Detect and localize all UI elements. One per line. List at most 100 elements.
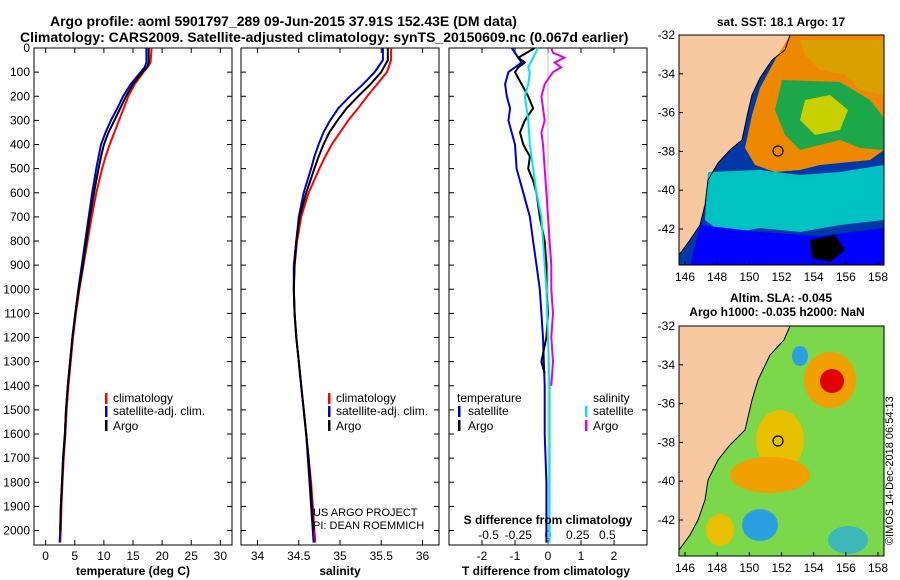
legend-s-argo: Argo (593, 419, 619, 433)
map-x-tick-label: 152 (771, 270, 791, 284)
sla-map-title-1: Altim. SLA: -0.045 (730, 291, 832, 305)
legend-satellite: satellite-adj. clim. (336, 404, 428, 418)
temperature-legend: climatology satellite-adj. clim. Argo (105, 391, 205, 433)
x-tick-label: 20 (155, 549, 169, 563)
cyan-sst-region (705, 165, 884, 235)
series-line-s-satellite (523, 47, 551, 543)
argo-location-marker (772, 145, 784, 157)
depth-tick-label: 1400 (3, 379, 30, 393)
s-diff-tick-label: -0.25 (505, 528, 533, 542)
legend-swatch-climatology (328, 393, 331, 404)
sst-map-title: sat. SST: 18.1 Argo: 17 (717, 15, 846, 29)
x-tick-label: 30 (214, 549, 228, 563)
series-line-s-argo (540, 47, 567, 386)
salinity-plot-frame (240, 47, 440, 546)
depth-tick-label: 900 (10, 258, 30, 272)
legend-swatch-satellite (105, 406, 108, 417)
legend-swatch-argo (328, 420, 331, 431)
legend-salinity-heading: salinity (593, 391, 630, 405)
map-x-tick-label: 152 (771, 561, 791, 575)
map-y-tick-label: -34 (658, 358, 676, 372)
s-diff-tick-label: -0.5 (478, 528, 499, 542)
x-tick-label: -1 (510, 549, 521, 563)
legend-swatch-climatology (105, 393, 108, 404)
depth-tick-label: 1100 (4, 306, 30, 320)
x-tick-label: 5 (71, 549, 78, 563)
x-tick-label: 35.5 (370, 549, 394, 563)
sst-map-ticks: 146 148 150 152 154 156 158 -32 -34 -36 -38 -40 -42 (658, 28, 889, 284)
legend-temperature-heading: temperature (457, 391, 522, 405)
credit-line-2: PI: DEAN ROEMMICH (313, 520, 424, 532)
series-line-argo (292, 48, 389, 531)
legend-swatch-t-satellite (458, 406, 461, 417)
sla-map-ticks: 146 148 150 152 154 156 158 -32 -34 -36 -38 -40 -42 (658, 319, 889, 575)
legend-t-satellite: satellite (468, 404, 509, 418)
map-x-tick-label: 156 (836, 561, 856, 575)
legend-t-argo: Argo (468, 419, 494, 433)
x-tick-label: 35 (333, 549, 347, 563)
title-line-1: Argo profile: aoml 5901797_289 09-Jun-20… (50, 13, 517, 29)
sla-map: 146 148 150 152 154 156 158 -32 -34 -36 -38 -40 -42 (658, 319, 889, 575)
map-x-tick-label: 154 (804, 561, 824, 575)
copyright-label: ©IMOS 14-Dec-2018 06:54:13 (884, 396, 896, 545)
australia-land (679, 35, 790, 255)
title-line-2: Climatology: CARS2009. Satellite-adjuste… (20, 29, 628, 45)
x-tick-label: 0 (545, 549, 552, 563)
sst-map: 146 148 150 152 154 156 158 -32 -34 -36 -38 -40 -42 (658, 28, 889, 284)
depth-tick-label: 0 (23, 41, 30, 55)
depth-tick-label: 100 (10, 65, 30, 79)
legend-swatch-satellite (328, 406, 331, 417)
depth-axis: 0 100 200 300 400 500 600 700 800 900 1000 1100 1200… (3, 41, 647, 538)
map-x-tick-label: 158 (868, 270, 888, 284)
depth-tick-label: 1700 (3, 451, 30, 465)
series-line-satellite-adj-clim- (292, 48, 384, 543)
sla-cyan-anomaly (828, 526, 868, 554)
sla-map-title-2: Argo h1000: -0.035 h2000: NaN (689, 305, 864, 319)
map-x-tick-label: 158 (868, 561, 888, 575)
credit-line-1: US ARGO PROJECT (313, 507, 418, 519)
x-tick-label: 25 (185, 549, 199, 563)
map-x-tick-label: 146 (675, 270, 695, 284)
x-tick-label: -2 (477, 549, 488, 563)
map-y-tick-label: -40 (658, 474, 676, 488)
depth-tick-label: 800 (10, 234, 30, 248)
depth-tick-label: 1200 (3, 331, 30, 345)
map-y-tick-label: -40 (658, 183, 676, 197)
series-line-argo (59, 48, 150, 531)
argo-location-marker (772, 435, 784, 447)
sla-yellow-anomaly (756, 410, 804, 470)
depth-tick-label: 200 (10, 89, 30, 103)
series-line-satellite-adj-clim- (58, 48, 148, 543)
legend-argo: Argo (113, 419, 139, 433)
depth-tick-label: 1500 (3, 403, 30, 417)
salinity-plot: 34 34.5 35 35.5 36 (251, 48, 429, 563)
x-tick-label: 34 (251, 549, 265, 563)
series-line-t-satellite (504, 47, 548, 543)
map-x-tick-label: 150 (739, 270, 759, 284)
sla-peak-anomaly (820, 369, 844, 393)
legend-swatch-argo (105, 420, 108, 431)
map-y-tick-label: -38 (658, 435, 676, 449)
sla-low-anomaly-2 (792, 346, 808, 366)
temperature-plot: 0 5 10 15 20 25 30 (42, 47, 228, 563)
legend-swatch-t-argo (458, 420, 461, 431)
map-x-tick-label: 150 (739, 561, 759, 575)
map-y-tick-label: -36 (658, 397, 676, 411)
sla-orange-anomaly (730, 457, 810, 493)
difference-legend: temperature satellite Argo salinity sate… (457, 391, 634, 433)
depth-tick-label: 300 (10, 113, 30, 127)
x-tick-label: 15 (126, 549, 140, 563)
depth-tick-label: 1800 (3, 475, 30, 489)
series-line-climatology (59, 47, 153, 543)
x-tick-label: 10 (97, 549, 111, 563)
sla-yellow-anomaly-2 (706, 514, 734, 546)
s-diff-tick-label: 0.25 (566, 528, 590, 542)
map-y-tick-label: -42 (658, 513, 676, 527)
salinity-legend: climatology satellite-adj. clim. Argo (328, 391, 428, 433)
t-difference-xlabel: T difference from climatology (462, 564, 630, 578)
depth-tick-label: 2000 (3, 524, 30, 538)
depth-tick-label: 500 (10, 162, 30, 176)
sla-low-anomaly (742, 509, 778, 541)
x-tick-label: 1 (578, 549, 585, 563)
